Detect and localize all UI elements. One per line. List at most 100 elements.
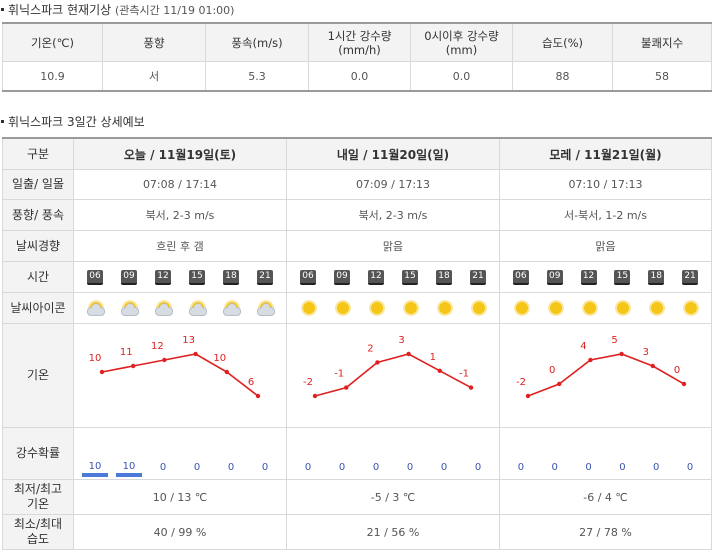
- header-temp: 기온(℃): [2, 22, 103, 62]
- wind-day-1: 북서, 2-3 m/s: [286, 199, 500, 231]
- hour-badge: 09: [334, 269, 350, 285]
- hour-badge: 21: [470, 269, 486, 285]
- rain-value-text: 0: [227, 461, 235, 473]
- forecast-table: 구분 오늘 / 11월19일(토) 내일 / 11월20일(일) 모레 / 11…: [2, 137, 712, 550]
- hour-badge: 21: [682, 269, 699, 285]
- row-label-minmax-hum: 최소/최대 습도: [2, 514, 74, 550]
- hour-badge: 21: [257, 269, 273, 285]
- hour-badge: 18: [436, 269, 452, 285]
- sun-icon: [469, 299, 487, 317]
- hour-badge: 09: [121, 269, 137, 285]
- rain-bar: [609, 473, 635, 477]
- minmax-temp-day-2: -6 / 4 ℃: [499, 479, 712, 515]
- forecast-title: 휘닉스파크 3일간 상세예보: [0, 114, 145, 130]
- header-wind-dir: 풍향: [102, 22, 206, 62]
- temp-label: 2: [367, 343, 373, 354]
- rain-value: 0: [465, 462, 491, 477]
- day-header-1: 내일 / 11월20일(일): [286, 137, 500, 170]
- rain-value: 0: [508, 462, 534, 477]
- rain-bar: [295, 473, 321, 477]
- rain-value-text: 0: [517, 462, 525, 473]
- sun-icon: [681, 299, 699, 317]
- rain-value-text: 10: [88, 461, 102, 472]
- rain-bar: [218, 473, 244, 477]
- hour-badge: 06: [512, 269, 529, 285]
- rain-value: 0: [643, 462, 669, 477]
- tendency-day-1: 맑음: [286, 230, 500, 262]
- icons-day-1: [286, 292, 500, 324]
- sun-icon: [613, 299, 631, 317]
- current-weather-title: 휘닉스파크 현재기상 (관측시간 11/19 01:00): [0, 2, 234, 18]
- rain-bar: [82, 473, 108, 477]
- temp-chart-day-1: -2 -1 2 3 1 -1: [286, 323, 500, 428]
- rain-bar: [397, 473, 423, 477]
- row-label-icon: 날씨아이콘: [2, 292, 74, 324]
- rain-bar: [643, 473, 669, 477]
- col-header: 구분: [2, 137, 74, 170]
- cloud-sun-icon: [256, 299, 275, 317]
- minmax-hum-day-0: 40 / 99 %: [73, 514, 287, 550]
- rain-value-text: 0: [159, 461, 167, 473]
- hour-badge: 15: [402, 269, 418, 285]
- temp-label: -2: [303, 377, 313, 388]
- current-weather-table: 기온(℃) 풍향 풍속(m/s) 1시간 강수량 (mm/h) 0시이후 강수량…: [2, 22, 712, 92]
- rain-value-text: 0: [551, 462, 558, 473]
- rain-value: 0: [397, 462, 423, 477]
- rain-bar: [184, 473, 210, 477]
- temp-label: -1: [459, 369, 469, 380]
- rain-bar: [329, 473, 355, 477]
- temp-point: [588, 357, 593, 363]
- sun-icon: [647, 299, 665, 317]
- temp-label: 10: [213, 353, 226, 364]
- hours-day-0: 06 09 12 15 18 21: [73, 261, 287, 293]
- temp-point: [650, 363, 655, 369]
- rain-value: 0: [609, 462, 635, 477]
- wind-day-2: 서-북서, 1-2 m/s: [499, 199, 712, 231]
- hour-badge: 09: [546, 269, 563, 285]
- hour-badge: 18: [648, 269, 665, 285]
- cloud-sun-icon: [86, 299, 105, 317]
- rain-value: 0: [150, 462, 176, 477]
- minmax-temp-day-0: 10 / 13 ℃: [73, 479, 287, 515]
- row-label-sunrise: 일출/ 일몰: [2, 169, 74, 200]
- temp-label: 3: [643, 347, 649, 358]
- minmax-hum-day-2: 27 / 78 %: [499, 514, 712, 550]
- hour-badge: 06: [87, 269, 103, 285]
- bullet-icon: [1, 8, 4, 11]
- temp-label: -1: [334, 369, 344, 380]
- rain-value-text: 0: [686, 462, 694, 473]
- temp-chart-svg: 10 11 12 13 10 6: [89, 335, 261, 399]
- header-wind-speed: 풍속(m/s): [205, 22, 309, 62]
- header-discomfort: 불쾌지수: [612, 22, 712, 62]
- sun-icon: [512, 299, 530, 317]
- rain-value: 0: [218, 462, 244, 477]
- temp-label: 1: [430, 352, 436, 363]
- hour-badge: 06: [300, 269, 316, 285]
- rain-value-text: 0: [440, 462, 448, 473]
- rain-value: 0: [431, 462, 457, 477]
- rain-bar: [252, 473, 278, 477]
- temp-chart-svg: -2 -1 2 3 1 -1: [303, 335, 474, 399]
- hour-badge: 12: [580, 269, 597, 285]
- rain-bar: [576, 473, 602, 477]
- rain-value-text: 0: [474, 462, 482, 473]
- temp-label: 3: [398, 335, 404, 346]
- temp-label: 0: [549, 365, 555, 376]
- cloud-sun-icon: [222, 299, 241, 317]
- hour-badge: 12: [368, 269, 384, 285]
- temp-line: [101, 353, 259, 397]
- sun-icon: [435, 299, 453, 317]
- temp-point: [375, 360, 380, 365]
- temp-point: [437, 368, 442, 373]
- sun-icon: [299, 299, 317, 317]
- temp-label: 12: [151, 341, 164, 352]
- rain-bar: [465, 473, 491, 477]
- sun-icon: [367, 299, 385, 317]
- cloud-sun-icon: [188, 299, 207, 317]
- sunrise-day-2: 07:10 / 17:13: [499, 169, 712, 200]
- temp-point: [619, 351, 624, 357]
- sun-icon: [401, 299, 419, 317]
- hour-badge: 15: [614, 269, 631, 285]
- temp-line: [527, 353, 685, 397]
- rain-value: 10: [82, 461, 108, 477]
